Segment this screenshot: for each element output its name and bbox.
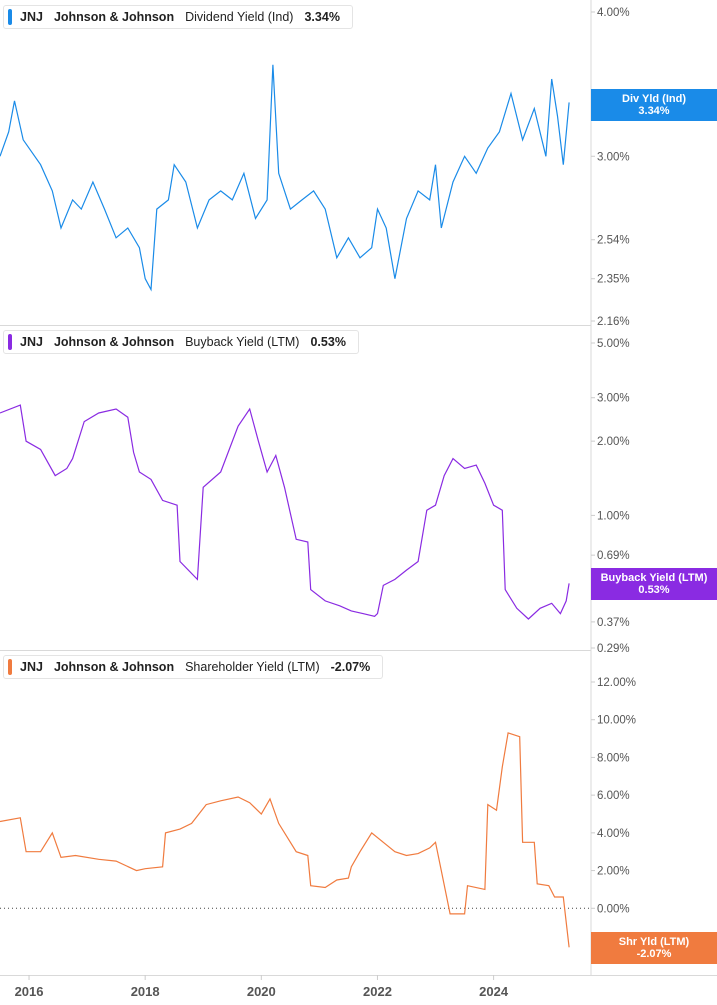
y-tick-label: 12.00%	[597, 677, 636, 689]
shareholder-yield-line	[0, 732, 570, 948]
series-color-marker	[8, 9, 12, 25]
y-tick-label: 1.00%	[597, 510, 630, 522]
ticker-label: JNJ	[20, 10, 43, 24]
y-ticks-dividend: 4.00% 3.00% 2.54% 2.35% 2.16%	[591, 7, 630, 328]
x-tick-label: 2022	[363, 984, 392, 999]
buyback-yield-line	[0, 404, 570, 620]
x-tick-label: 2016	[15, 984, 44, 999]
flag-label: Div Yld (Ind)	[622, 93, 686, 105]
flag-label: Buyback Yield (LTM)	[600, 572, 708, 584]
y-ticks-buyback: 5.00% 3.00% 2.00% 1.00% 0.69% 0.37% 0.29%	[591, 338, 630, 655]
company-label: Johnson & Johnson	[53, 10, 175, 24]
metric-label: Dividend Yield (Ind)	[185, 10, 294, 24]
company-label: Johnson & Johnson	[53, 660, 175, 674]
flag-dividend-yield: Div Yld (Ind) 3.34%	[591, 89, 717, 121]
y-tick-label: 10.00%	[597, 715, 636, 727]
y-tick-label: 2.00%	[597, 866, 630, 878]
y-tick-label: 2.16%	[597, 316, 630, 328]
y-tick-label: 4.00%	[597, 7, 630, 19]
flag-value: -2.07%	[636, 948, 672, 960]
legend-shareholder-yield: JNJ Johnson & Johnson Shareholder Yield …	[3, 655, 384, 679]
y-tick-label: 2.00%	[597, 436, 630, 448]
flag-value: 3.34%	[638, 105, 670, 117]
flag-buyback-yield: Buyback Yield (LTM) 0.53%	[591, 568, 717, 600]
x-tick-label: 2018	[131, 984, 160, 999]
flag-value: 0.53%	[638, 584, 670, 596]
current-value: 3.34%	[304, 10, 340, 24]
x-ticks: 2016 2018 2020 2022 2024	[15, 975, 509, 999]
y-tick-label: 3.00%	[597, 393, 630, 405]
flag-label: Shr Yld (LTM)	[618, 936, 690, 948]
ticker-label: JNJ	[20, 335, 43, 349]
legend-buyback-yield: JNJ Johnson & Johnson Buyback Yield (LTM…	[3, 330, 359, 354]
y-tick-label: 3.00%	[597, 151, 630, 163]
company-label: Johnson & Johnson	[53, 335, 175, 349]
flag-shareholder-yield: Shr Yld (LTM) -2.07%	[591, 932, 717, 964]
y-tick-label: 0.00%	[597, 903, 630, 915]
y-tick-label: 0.69%	[597, 550, 630, 562]
series-color-marker	[8, 659, 12, 675]
y-tick-label: 6.00%	[597, 790, 630, 802]
y-tick-label: 0.29%	[597, 643, 630, 655]
y-tick-label: 0.37%	[597, 617, 630, 629]
legend-dividend-yield: JNJ Johnson & Johnson Dividend Yield (In…	[3, 5, 353, 29]
current-value: 0.53%	[310, 335, 346, 349]
ticker-label: JNJ	[20, 660, 43, 674]
x-tick-label: 2024	[479, 984, 509, 999]
metric-label: Buyback Yield (LTM)	[185, 335, 300, 349]
y-tick-label: 8.00%	[597, 752, 630, 764]
y-tick-label: 2.35%	[597, 274, 630, 286]
x-tick-label: 2020	[247, 984, 276, 999]
dividend-yield-line	[0, 64, 570, 292]
y-tick-label: 5.00%	[597, 338, 630, 350]
y-tick-label: 4.00%	[597, 828, 630, 840]
metric-label: Shareholder Yield (LTM)	[185, 660, 320, 674]
y-tick-label: 2.54%	[597, 235, 630, 247]
series-color-marker	[8, 334, 12, 350]
current-value: -2.07%	[330, 660, 371, 674]
y-ticks-shareholder: 12.00%10.00%8.00%6.00%4.00%2.00%0.00%-2.…	[591, 677, 636, 953]
